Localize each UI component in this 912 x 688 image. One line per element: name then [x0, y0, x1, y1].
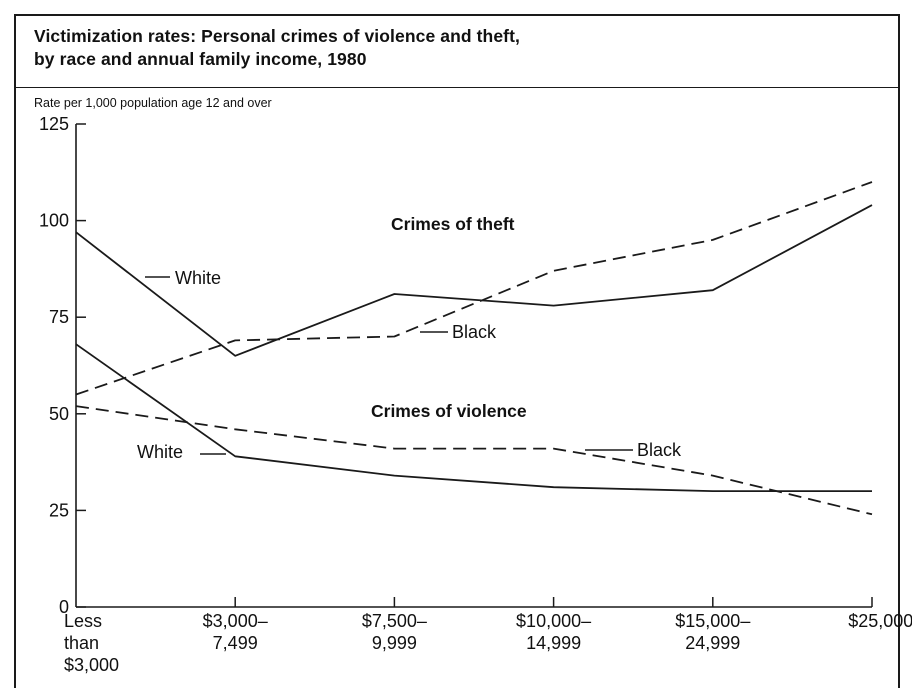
- x-tick-label-line: $25,000+: [848, 611, 912, 631]
- x-tick-label-line: $15,000–: [675, 611, 750, 631]
- x-tick-label: $15,000– 24,999: [675, 611, 750, 653]
- x-tick-label-line: 9,999: [372, 633, 417, 653]
- title-band: Victimization rates: Personal crimes of …: [16, 16, 898, 88]
- y-tick-label: 75: [49, 307, 69, 327]
- x-tick-label-line: 24,999: [685, 633, 740, 653]
- label-theft-white: White: [175, 268, 221, 288]
- series-lines: [75, 181, 873, 516]
- x-tick-label-line: $7,500–: [362, 611, 427, 631]
- chart-title-line-2: by race and annual family income, 1980: [34, 49, 367, 69]
- x-tick-label: $7,500– 9,999: [362, 611, 427, 653]
- y-tick-label: 0: [59, 597, 69, 617]
- series-labels: White Black White Black: [137, 268, 682, 462]
- label-theft-black: Black: [452, 322, 497, 342]
- x-tick-label: $25,000+: [848, 611, 912, 631]
- theft-black-line: [75, 181, 873, 396]
- violence-black-line: [75, 405, 873, 516]
- x-tick-label: $10,000– 14,999: [516, 611, 591, 653]
- y-tick-label: 50: [49, 404, 69, 424]
- y-tick-label: 125: [39, 114, 69, 134]
- x-tick-label-line: $3,000: [64, 655, 119, 675]
- x-tick-label-line: 14,999: [526, 633, 581, 653]
- chart-title-line-1: Victimization rates: Personal crimes of …: [34, 26, 520, 46]
- x-tick-label: $3,000– 7,499: [203, 611, 268, 653]
- chart-frame: Victimization rates: Personal crimes of …: [14, 14, 900, 688]
- label-violence-black: Black: [637, 440, 682, 460]
- label-violence-white: White: [137, 442, 183, 462]
- violence-white-line: [75, 343, 872, 493]
- y-tick-label: 100: [39, 211, 69, 231]
- y-tick-label: 25: [49, 500, 69, 520]
- x-tick-label: Less than $3,000: [64, 611, 119, 675]
- x-tick-label-line: $3,000–: [203, 611, 268, 631]
- x-tick-label-line: 7,499: [213, 633, 258, 653]
- x-tick-label-line: Less: [64, 611, 102, 631]
- theft-white-line: [75, 204, 873, 357]
- y-axis-label: Rate per 1,000 population age 12 and ove…: [34, 96, 272, 110]
- group-label-crimes-of-theft: Crimes of theft: [391, 214, 515, 234]
- x-tick-label-line: than: [64, 633, 99, 653]
- group-label-crimes-of-violence: Crimes of violence: [371, 401, 527, 421]
- x-tick-label-line: $10,000–: [516, 611, 591, 631]
